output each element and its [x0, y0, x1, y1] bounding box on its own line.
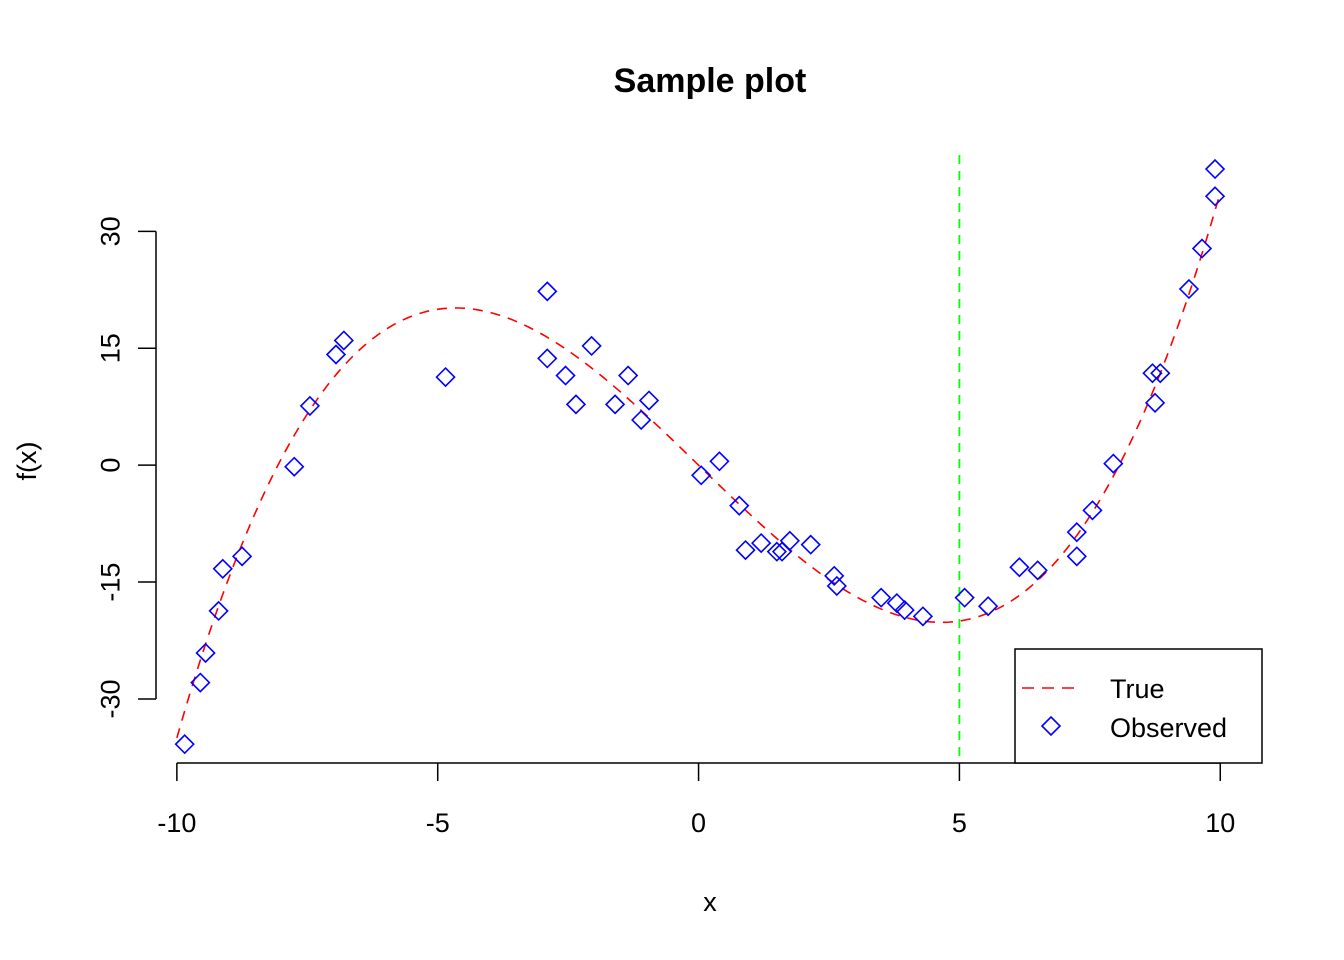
- observed-point: [1066, 546, 1087, 567]
- observed-point: [208, 600, 229, 622]
- x-tick-label: 10: [1205, 808, 1235, 838]
- plot-area: [174, 155, 1226, 763]
- y-tick-label: 0: [95, 458, 125, 473]
- y-tick-label: 30: [95, 216, 125, 246]
- observed-point: [1204, 186, 1226, 207]
- observed-point: [537, 281, 558, 302]
- observed-point: [691, 465, 712, 486]
- observed-point: [729, 495, 750, 516]
- observed-point: [231, 546, 253, 567]
- observed-point: [1191, 238, 1213, 259]
- observed-point: [638, 390, 660, 411]
- observed-point: [299, 395, 321, 417]
- legend: True Observed: [1014, 648, 1263, 764]
- observed-point: [1082, 500, 1103, 521]
- observed-point: [581, 335, 602, 357]
- observed-point: [1142, 363, 1163, 384]
- chart-title: Sample plot: [614, 62, 807, 100]
- observed-point: [604, 394, 626, 415]
- legend-box: [1014, 648, 1263, 764]
- y-axis: -30 -15 0 15 30: [95, 216, 157, 718]
- observed-point: [894, 599, 915, 621]
- observed-point: [977, 596, 999, 617]
- observed-point: [1204, 158, 1226, 180]
- observed-point: [555, 365, 576, 386]
- x-axis-title: x: [703, 887, 717, 917]
- x-tick-label: -10: [157, 808, 196, 838]
- observed-point: [751, 532, 772, 554]
- observed-point: [1009, 557, 1030, 578]
- observed-point: [537, 348, 558, 369]
- observed-point: [325, 344, 347, 365]
- observed-point: [709, 451, 730, 472]
- observed-point: [174, 734, 195, 755]
- observed-point: [824, 565, 845, 586]
- observed-point: [735, 539, 756, 561]
- legend-observed-diamond-swatch: [1040, 715, 1062, 737]
- observed-point: [631, 409, 652, 431]
- observed-point: [435, 366, 456, 388]
- x-tick-label: 0: [691, 808, 706, 838]
- observed-point: [871, 587, 892, 608]
- y-tick-label: -15: [95, 563, 125, 602]
- observed-point: [1066, 522, 1087, 543]
- legend-label-true: True: [1110, 674, 1165, 704]
- observed-point: [771, 541, 793, 562]
- observed-point: [912, 606, 934, 627]
- observed-point: [284, 456, 305, 477]
- true-curve-line: [176, 192, 1222, 739]
- x-axis: -10 -5 0 5 10: [157, 762, 1235, 838]
- observed-point: [1178, 278, 1200, 300]
- observed-point: [565, 394, 587, 415]
- observed-point: [190, 672, 211, 693]
- y-axis-title: f(x): [12, 442, 42, 481]
- observed-point: [826, 575, 847, 597]
- observed-point: [1150, 363, 1171, 384]
- observed-point: [779, 530, 800, 551]
- observed-point: [954, 587, 975, 608]
- observed-point: [800, 534, 821, 555]
- observed-point: [618, 365, 639, 386]
- observed-point: [1144, 392, 1166, 413]
- observed-point: [195, 642, 216, 664]
- observed-point: [333, 330, 354, 351]
- x-tick-label: -5: [426, 808, 450, 838]
- observed-point: [212, 558, 233, 579]
- observed-point: [1027, 560, 1048, 581]
- observed-point: [1103, 453, 1124, 474]
- x-tick-label: 5: [952, 808, 967, 838]
- y-tick-label: -30: [95, 679, 125, 718]
- legend-label-observed: Observed: [1110, 713, 1227, 743]
- observed-point: [766, 541, 787, 562]
- y-tick-label: 15: [95, 333, 125, 363]
